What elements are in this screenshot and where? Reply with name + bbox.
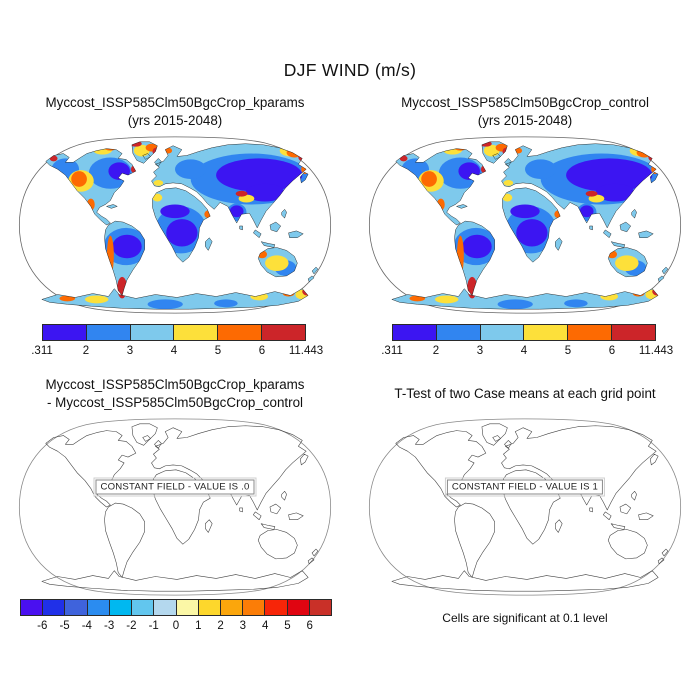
colorbar-tick-label: 11.443 (288, 345, 324, 357)
colorbar-segment (197, 600, 220, 615)
panel-kparams-title: Myccost_ISSP585Clm50BgcCrop_kparams (yrs… (8, 94, 342, 129)
colorbar-tick-label: .311 (381, 345, 403, 357)
panel-control-title-line1: Myccost_ISSP585Clm50BgcCrop_control (401, 95, 649, 110)
colorbar-strip (20, 599, 332, 616)
colorbar-segment (567, 325, 612, 340)
colorbar-segment (42, 600, 65, 615)
world-map-outline-ttest (358, 414, 692, 600)
colorbar-segment (64, 600, 87, 615)
colorbar-segment (43, 325, 86, 340)
colorbar-difference: -6 -5 -4 -3 -2 -1 0 1 2 3 4 5 6 (20, 599, 332, 634)
colorbar-tick-label: -2 (126, 620, 137, 632)
colorbar-tick-label: 4 (170, 345, 178, 357)
colorbar-tick-label: 4 (520, 345, 528, 357)
colorbar-segment (85, 325, 130, 340)
colorbar-strip (392, 324, 656, 341)
map-control (358, 132, 692, 318)
colorbar-segment (264, 600, 287, 615)
colorbar-segment (435, 325, 480, 340)
panel-control-title-line2: (yrs 2015-2048) (477, 112, 573, 128)
world-map-outline-difference (8, 414, 342, 600)
colorbar-segment (175, 600, 198, 615)
colorbar-tick-labels: .311 2 3 4 5 6 11.443 (381, 345, 673, 359)
colorbar-tick-labels: -6 -5 -4 -3 -2 -1 0 1 2 3 4 5 6 (20, 620, 332, 634)
panel-kparams-title-line1: Myccost_ISSP585Clm50BgcCrop_kparams (45, 95, 305, 110)
colorbar-tick-label: 5 (564, 345, 572, 357)
colorbar-tick-label: -5 (59, 620, 70, 632)
colorbar-segment (261, 325, 305, 340)
colorbar-segment (108, 600, 132, 615)
panel-kparams-title-line2: (yrs 2015-2048) (127, 112, 223, 128)
colorbar-tick-label: 6 (306, 620, 313, 632)
colorbar-segment (308, 600, 332, 615)
colorbar-tick-label: 3 (126, 345, 134, 357)
colorbar-segment (286, 600, 309, 615)
colorbar-tick-label: 4 (261, 620, 269, 632)
constant-field-label-ttest: CONSTANT FIELD - VALUE IS 1 (444, 477, 606, 497)
colorbar-wind-control: .311 2 3 4 5 6 11.443 (381, 324, 673, 359)
colorbar-tick-label: 0 (172, 620, 180, 632)
world-map-filled-control (358, 132, 692, 318)
map-difference: CONSTANT FIELD - VALUE IS .0 (8, 414, 342, 600)
colorbar-tick-label: 6 (608, 345, 616, 357)
panel-control-title: Myccost_ISSP585Clm50BgcCrop_control (yrs… (358, 94, 692, 129)
colorbar-segment (217, 325, 262, 340)
panel-difference-title-line2: - Myccost_ISSP585Clm50BgcCrop_control (46, 394, 304, 410)
colorbar-tick-label: -6 (37, 620, 48, 632)
colorbar-tick-label: 1 (195, 620, 202, 632)
colorbar-segment (173, 325, 218, 340)
colorbar-tick-label: 2 (217, 620, 224, 632)
colorbar-tick-label: 5 (214, 345, 222, 357)
colorbar-tick-label: .311 (31, 345, 53, 357)
constant-field-label-difference: CONSTANT FIELD - VALUE IS .0 (93, 477, 257, 497)
world-map-filled-kparams (8, 132, 342, 318)
colorbar-segment (611, 325, 655, 340)
colorbar-segment (86, 600, 109, 615)
panel-difference-title: Myccost_ISSP585Clm50BgcCrop_kparams - My… (8, 376, 342, 411)
colorbar-tick-label: 3 (239, 620, 247, 632)
panel-difference-title-line1: Myccost_ISSP585Clm50BgcCrop_kparams (45, 377, 305, 392)
colorbar-segment (393, 325, 436, 340)
colorbar-segment (129, 325, 174, 340)
colorbar-segment (523, 325, 568, 340)
colorbar-tick-label: -1 (148, 620, 159, 632)
colorbar-wind-kparams: .311 2 3 4 5 6 11.443 (31, 324, 323, 359)
colorbar-tick-label: 6 (258, 345, 266, 357)
colorbar-tick-label: -4 (81, 620, 92, 632)
colorbar-tick-label: 3 (476, 345, 484, 357)
colorbar-segment (131, 600, 154, 615)
figure-title: DJF WIND (m/s) (283, 60, 417, 80)
map-kparams (8, 132, 342, 318)
colorbar-tick-label: 2 (82, 345, 90, 357)
colorbar-tick-label: 11.443 (638, 345, 674, 357)
colorbar-strip (42, 324, 306, 341)
colorbar-segment (242, 600, 265, 615)
colorbar-tick-label: 2 (432, 345, 440, 357)
panel-ttest-title: T-Test of two Case means at each grid po… (358, 385, 692, 403)
map-ttest: CONSTANT FIELD - VALUE IS 1 (358, 414, 692, 600)
panel-ttest-title-line1: T-Test of two Case means at each grid po… (394, 386, 656, 401)
colorbar-tick-label: -3 (104, 620, 115, 632)
significance-note: Cells are significant at 0.1 level (442, 611, 608, 625)
colorbar-segment (479, 325, 524, 340)
colorbar-tick-labels: .311 2 3 4 5 6 11.443 (31, 345, 323, 359)
colorbar-tick-label: 5 (284, 620, 291, 632)
colorbar-segment (219, 600, 243, 615)
colorbar-segment (153, 600, 176, 615)
colorbar-segment (21, 600, 43, 615)
